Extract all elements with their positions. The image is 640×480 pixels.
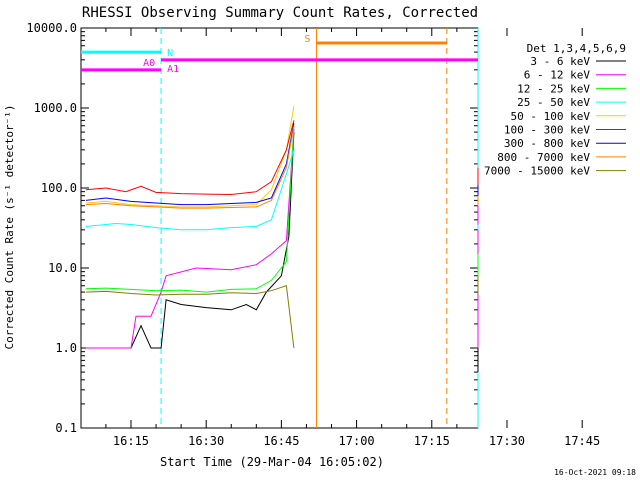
footer-timestamp: 16-Oct-2021 09:18 — [554, 468, 636, 477]
series-line — [85, 285, 295, 349]
series-line — [85, 122, 295, 206]
x-axis-label: Start Time (29-Mar-04 16:05:02) — [160, 455, 384, 469]
legend-entry-label: 100 - 300 keV — [504, 124, 590, 137]
plot-frame — [80, 27, 479, 429]
legend-entry-label: 800 - 7000 keV — [497, 151, 590, 164]
series-line — [85, 125, 295, 209]
legend-entry-label: 3 - 6 keV — [530, 55, 590, 68]
y-tick-label: 10000.0 — [26, 21, 77, 35]
legend-entry-label: 6 - 12 keV — [524, 69, 591, 82]
legend-title: Det 1,3,4,5,6,9 — [527, 42, 626, 55]
series-line — [85, 120, 295, 196]
legend-entry-label: 7000 - 15000 keV — [484, 165, 590, 178]
flag-bar-label: S — [304, 34, 310, 45]
y-tick-label: 0.1 — [55, 421, 77, 435]
y-tick-label: 10.0 — [48, 261, 77, 275]
legend-entry-label: 25 - 50 keV — [517, 96, 590, 109]
y-axis-label: Corrected Count Rate (s⁻¹ detector⁻¹) — [3, 104, 16, 349]
series-line — [85, 128, 295, 349]
series-line — [85, 132, 295, 349]
series-line — [85, 125, 295, 293]
flag-bar-label: N — [167, 48, 173, 59]
y-tick-label: 100.0 — [41, 181, 77, 195]
attenuator-label: A0 — [143, 58, 155, 69]
x-tick-label: 17:15 — [414, 434, 450, 448]
attenuator-label: A1 — [167, 64, 179, 75]
series-line — [85, 106, 295, 208]
legend-entry-label: 12 - 25 keV — [517, 82, 590, 95]
x-tick-label: 16:30 — [188, 434, 224, 448]
x-tick-label: 17:30 — [489, 434, 525, 448]
series-line — [85, 149, 295, 231]
x-tick-label: 17:00 — [339, 434, 375, 448]
x-tick-label: 16:15 — [113, 434, 149, 448]
y-tick-label: 1.0 — [55, 341, 77, 355]
y-tick-label: 1000.0 — [34, 101, 77, 115]
plot-area: 10000.0 1000.0 100.0 10.0 1.0 0.1 16:15 16:30 16… — [26, 21, 600, 448]
chart-title: RHESSI Observing Summary Count Rates, Co… — [82, 5, 478, 21]
legend-entry-label: 300 - 800 keV — [504, 137, 590, 150]
x-tick-label: 17:45 — [564, 434, 600, 448]
legend-entry-label: 50 - 100 keV — [511, 110, 591, 123]
x-tick-label: 16:45 — [263, 434, 299, 448]
